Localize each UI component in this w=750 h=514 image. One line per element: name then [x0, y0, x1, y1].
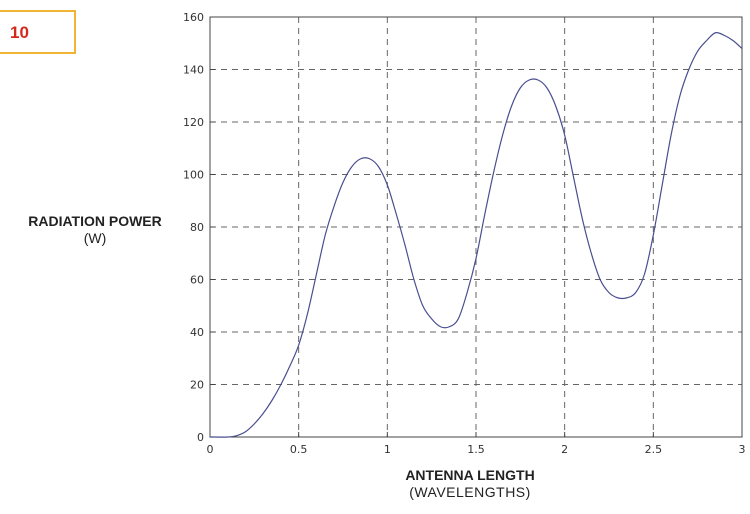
figure-number: 10 [10, 23, 29, 42]
data-point [554, 105, 557, 108]
data-point [359, 157, 362, 160]
data-point [297, 344, 300, 347]
data-point [404, 244, 407, 247]
figure-number-badge: 10 [0, 10, 76, 54]
data-point [652, 233, 655, 236]
data-point [448, 325, 451, 328]
data-point [209, 436, 212, 439]
data-point [687, 68, 690, 71]
x-axis-label: ANTENNA LENGTH (WAVELENGTHS) [350, 467, 590, 501]
y-tick-label: 160 [183, 11, 204, 24]
y-tick-label: 140 [183, 64, 204, 77]
y-tick-label: 40 [190, 326, 204, 339]
y-tick-label: 100 [183, 169, 204, 182]
data-point [262, 412, 265, 415]
data-point [608, 291, 611, 294]
data-point [271, 399, 274, 402]
data-point [421, 304, 424, 307]
data-point [386, 184, 389, 187]
data-point [492, 170, 495, 173]
data-point [412, 278, 415, 281]
x-axis-unit: (WAVELENGTHS) [409, 484, 531, 500]
data-point [342, 181, 345, 184]
data-point [368, 157, 371, 160]
y-axis-ticks: 0 20 40 60 80 100 120 140 160 [183, 11, 215, 444]
data-point [528, 79, 531, 82]
y-tick-label: 60 [190, 274, 204, 287]
data-point [741, 47, 744, 50]
data-point [510, 105, 513, 108]
data-point [590, 252, 593, 255]
data-point [253, 422, 256, 425]
data-point [732, 39, 735, 42]
x-tick-label: 0.5 [290, 443, 308, 456]
data-point [377, 165, 380, 168]
data-point [634, 291, 637, 294]
data-point [288, 365, 291, 368]
data-point [279, 383, 282, 386]
data-point [501, 134, 504, 137]
data-point [324, 233, 327, 236]
data-point [519, 86, 522, 89]
x-tick-label: 1.5 [467, 443, 485, 456]
data-point [475, 257, 478, 260]
data-point [315, 273, 318, 276]
y-tick-label: 80 [190, 221, 204, 234]
y-tick-label: 0 [197, 431, 204, 444]
data-point [333, 205, 336, 208]
y-axis-unit: (W) [83, 230, 107, 246]
data-point [563, 134, 566, 137]
data-point [723, 34, 726, 37]
y-tick-label: 20 [190, 379, 204, 392]
y-tick-label: 120 [183, 116, 204, 129]
data-point [625, 296, 628, 299]
x-axis-title: ANTENNA LENGTH [405, 467, 535, 483]
data-point [670, 134, 673, 137]
data-point [537, 79, 540, 82]
x-tick-label: 1 [384, 443, 391, 456]
data-point [244, 430, 247, 433]
data-point [430, 317, 433, 320]
data-point [616, 296, 619, 299]
data-point [350, 165, 353, 168]
data-point [572, 176, 575, 179]
data-point [599, 278, 602, 281]
data-point [306, 312, 309, 315]
data-point [235, 434, 238, 437]
data-point [466, 291, 469, 294]
data-point [714, 31, 717, 34]
data-point [395, 212, 398, 215]
radiation-power-line [209, 31, 743, 438]
x-tick-label: 2 [561, 443, 568, 456]
data-point [661, 184, 664, 187]
x-tick-label: 3 [739, 443, 746, 456]
data-point [457, 317, 460, 320]
data-point [483, 212, 486, 215]
x-tick-label: 0 [207, 443, 214, 456]
data-point [226, 436, 229, 439]
y-axis-title: RADIATION POWER [28, 213, 162, 229]
data-point [439, 325, 442, 328]
data-point [678, 94, 681, 97]
data-point [643, 273, 646, 276]
y-axis-label: RADIATION POWER (W) [20, 213, 170, 247]
data-point [696, 50, 699, 53]
x-tick-label: 2.5 [645, 443, 663, 456]
x-axis-ticks: 0 0.5 1 1.5 2 2.5 3 [207, 432, 746, 456]
grid-lines [210, 17, 742, 437]
data-point [545, 86, 548, 89]
data-point [705, 39, 708, 42]
data-point [581, 218, 584, 221]
data-points [209, 31, 744, 438]
